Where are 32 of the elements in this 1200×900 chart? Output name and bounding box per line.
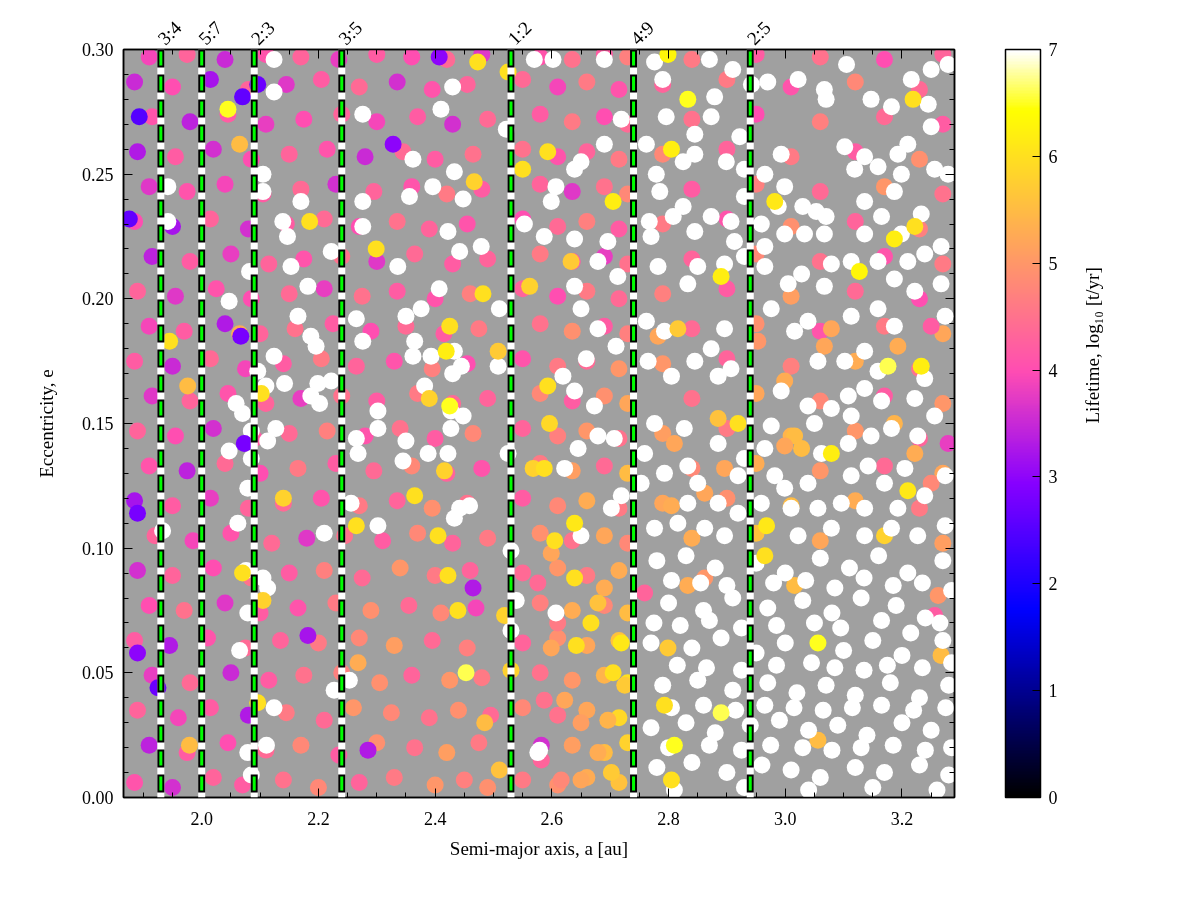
color-bar-title: Lifetime, log₁₀ [t/yr] <box>1082 267 1103 424</box>
y-tick-label: 0.05 <box>82 663 114 684</box>
y-tick-label: 0.25 <box>82 164 114 185</box>
annotation: 3:5 <box>334 16 367 49</box>
x-tick-label: 2.6 <box>540 808 564 829</box>
x-tick-label: 2.0 <box>190 808 213 829</box>
x-axis-title: Semi-major axis, a [au] <box>449 837 629 859</box>
y-tick-label: 0.10 <box>82 538 114 559</box>
x-tick-label: 3.0 <box>774 808 797 829</box>
color-bar-label: 7 <box>1048 40 1058 60</box>
x-tick-label: 2.8 <box>657 808 680 829</box>
annotation: 2:3 <box>246 16 279 49</box>
annotation: 1:2 <box>503 16 536 49</box>
annotation: 4:9 <box>626 16 659 49</box>
y-tick-label: 0.30 <box>82 40 114 60</box>
annotation: 5:7 <box>194 16 227 49</box>
y-axis-title: Eccentricity, e <box>36 369 57 478</box>
y-tick-label: 0.00 <box>82 788 114 808</box>
y-tick-label: 0.15 <box>82 414 114 434</box>
color-bar-label: 0 <box>1048 788 1058 808</box>
y-tick-label: 0.20 <box>82 289 114 310</box>
color-bar-label: 5 <box>1048 253 1058 274</box>
color-bar-label: 4 <box>1048 360 1058 381</box>
x-tick-label: 3.2 <box>890 808 914 829</box>
color-bar-label: 3 <box>1048 467 1058 488</box>
color-bar-label: 2 <box>1048 574 1058 595</box>
annotation: 2:5 <box>742 16 775 49</box>
color-bar-label: 6 <box>1048 146 1058 167</box>
annotation: 3:4 <box>153 16 186 49</box>
x-tick-label: 2.2 <box>307 808 330 829</box>
color-bar-label: 1 <box>1048 681 1058 702</box>
x-tick-label: 2.4 <box>423 808 447 829</box>
